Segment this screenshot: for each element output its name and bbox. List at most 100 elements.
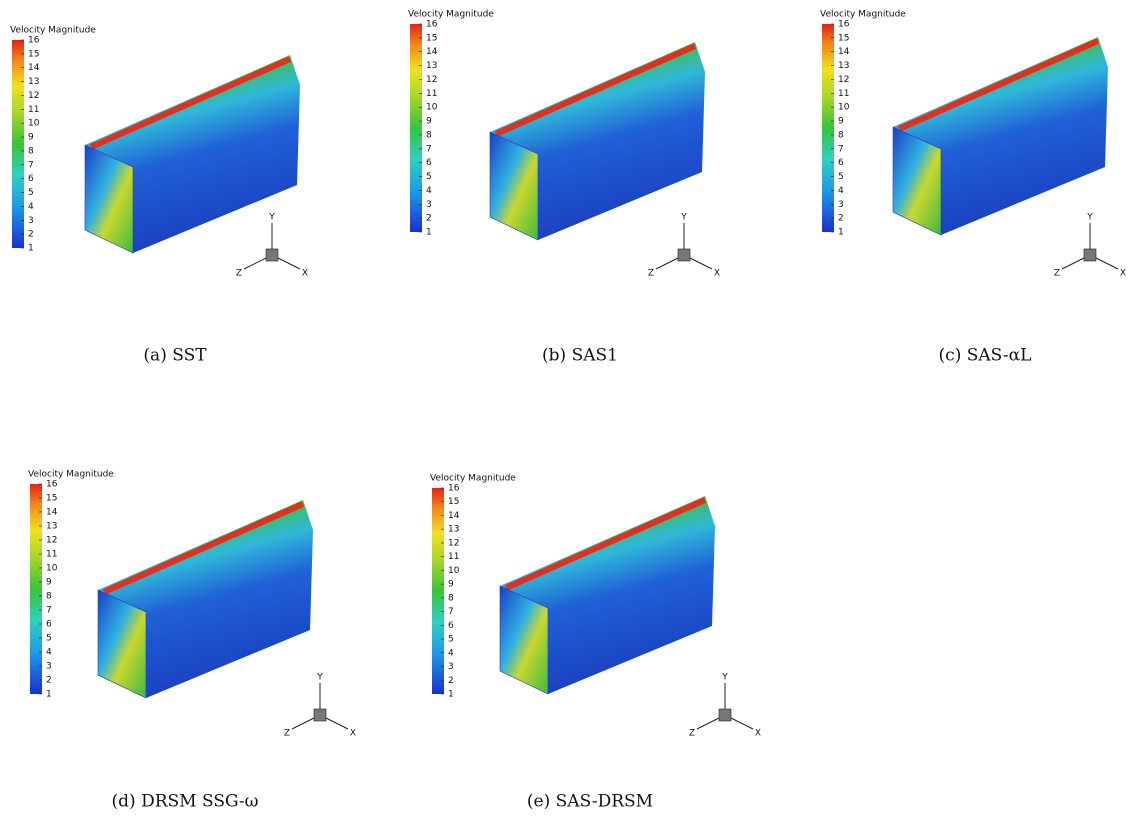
axis-label: Y	[721, 673, 728, 683]
colorbar-tick-label: 3	[426, 200, 432, 210]
colorbar-tick-label: 7	[838, 144, 844, 154]
axis-cube	[313, 708, 327, 722]
axis-label: Y	[680, 213, 687, 223]
colorbar-tick-label: 5	[838, 172, 844, 182]
colorbar-tick-label: 12	[448, 538, 459, 548]
colorbar-tick-label: 1	[46, 690, 52, 700]
flow-stripe	[102, 501, 305, 595]
colorbar-tick-label: 5	[426, 172, 432, 182]
colorbar-tick-label: 3	[838, 200, 844, 210]
colorbar-tick-label: 7	[448, 607, 454, 617]
colorbar	[822, 24, 834, 232]
colorbar-tick-label: 2	[426, 214, 432, 224]
colorbar-tick-label: 15	[838, 33, 849, 43]
colorbar-tick-label: 6	[28, 174, 34, 184]
colorbar-tick-label: 9	[838, 117, 844, 127]
caption: (b) SAS1	[542, 346, 618, 366]
colorbar	[410, 24, 422, 232]
flow-stripe	[89, 56, 292, 150]
colorbar-tick-label: 16	[448, 484, 460, 494]
flow-stripe	[494, 43, 697, 137]
colorbar-tick-label: 14	[838, 47, 850, 57]
colorbar-tick-label: 13	[426, 61, 437, 71]
colorbar-tick-label: 14	[46, 508, 58, 518]
colorbar-tick-label: 6	[448, 621, 454, 631]
colorbar-tick-label: 14	[426, 47, 438, 57]
colorbar-tick-label: 16	[426, 20, 438, 30]
colorbar-tick-label: 2	[448, 676, 454, 686]
caption: (e) SAS-DRSM	[527, 792, 653, 812]
colorbar-tick-label: 2	[838, 214, 844, 224]
flow-stripe	[897, 38, 1100, 132]
axis-cube	[677, 248, 691, 262]
colorbar-tick-label: 8	[448, 593, 454, 603]
colorbar-tick-label: 9	[448, 580, 454, 590]
colorbar-tick-label: 13	[838, 61, 849, 71]
colorbar-tick-label: 3	[46, 662, 52, 672]
flow-face	[97, 589, 147, 699]
colorbar-tick-label: 12	[28, 91, 39, 101]
colorbar-tick-label: 3	[28, 216, 34, 226]
colorbar-tick-label: 9	[28, 133, 34, 143]
colorbar-tick-label: 11	[426, 89, 437, 99]
colorbar-tick-label: 7	[28, 160, 34, 170]
colorbar-tick-label: 5	[46, 634, 52, 644]
axis-label: Z	[1054, 269, 1060, 279]
axis-label: X	[714, 269, 720, 279]
axis-label: X	[302, 269, 308, 279]
colorbar-tick-label: 8	[28, 146, 34, 156]
colorbar-tick-label: 13	[28, 77, 39, 87]
colorbar-tick-label: 15	[28, 49, 39, 59]
flow-body	[85, 55, 300, 253]
colorbar-tick-label: 15	[426, 33, 437, 43]
colorbar-tick-label: 14	[28, 63, 40, 73]
axis-label: Y	[1086, 213, 1093, 223]
colorbar-tick-label: 12	[426, 75, 437, 85]
colorbar-tick-label: 10	[448, 566, 460, 576]
colorbar-tick-label: 13	[46, 522, 57, 532]
colorbar-tick-label: 8	[46, 592, 52, 602]
colorbar-tick-label: 5	[448, 635, 454, 645]
axis-label: Z	[689, 729, 695, 739]
colorbar-tick-label: 6	[838, 158, 844, 168]
colorbar-tick-label: 15	[448, 497, 459, 507]
colorbar-tick-label: 3	[448, 662, 454, 672]
colorbar-tick-label: 5	[28, 188, 34, 198]
colorbar-tick-label: 13	[448, 525, 459, 535]
colorbar-tick-label: 10	[426, 103, 438, 113]
colorbar-tick-label: 6	[426, 158, 432, 168]
colorbar-tick-label: 4	[28, 202, 34, 212]
colorbar	[432, 488, 444, 694]
colorbar-tick-label: 9	[426, 117, 432, 127]
colorbar-title: Velocity Magnitude	[10, 26, 96, 36]
colorbar	[30, 484, 42, 694]
colorbar-tick-label: 16	[46, 480, 58, 490]
colorbar-title: Velocity Magnitude	[820, 10, 906, 20]
colorbar-tick-label: 2	[46, 676, 52, 686]
axis-label: Y	[316, 673, 323, 683]
colorbar-tick-label: 4	[46, 648, 52, 658]
colorbar-tick-label: 12	[838, 75, 849, 85]
flow-face	[489, 131, 539, 241]
flow-stripe	[504, 497, 707, 591]
colorbar-tick-label: 10	[838, 103, 850, 113]
colorbar-tick-label: 7	[426, 144, 432, 154]
colorbar	[12, 40, 24, 248]
axis-cube	[1083, 248, 1097, 262]
colorbar-tick-label: 16	[838, 20, 850, 30]
axis-label: X	[755, 729, 761, 739]
flow-body	[893, 37, 1108, 235]
flow-body	[490, 42, 705, 240]
colorbar-tick-label: 11	[448, 552, 459, 562]
colorbar-tick-label: 11	[28, 105, 39, 115]
colorbar-tick-label: 7	[46, 606, 52, 616]
colorbar-tick-label: 14	[448, 511, 460, 521]
axis-label: Z	[284, 729, 290, 739]
axis-label: Z	[236, 269, 242, 279]
colorbar-title: Velocity Magnitude	[28, 470, 114, 480]
